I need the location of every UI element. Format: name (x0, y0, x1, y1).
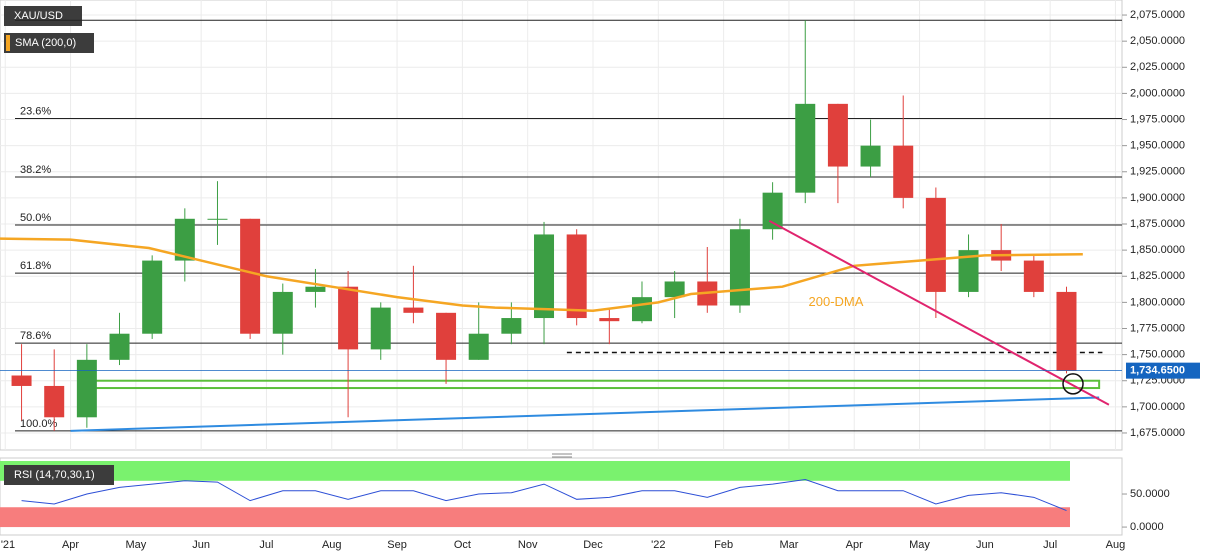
x-tick-label: Jun (192, 539, 210, 551)
candle-body (534, 234, 555, 319)
y-tick-label: 1,900.0000 (1130, 192, 1185, 204)
panel-resize-handle[interactable] (552, 453, 572, 458)
candle-body (468, 333, 489, 360)
y-tick-label: 1,800.0000 (1130, 296, 1185, 308)
x-tick-label: Jul (259, 539, 273, 551)
sma-line (0, 237, 1083, 312)
candle-body (240, 218, 261, 334)
rsi-label: RSI (14,70,30,1) (14, 469, 95, 481)
highlight-circle (1062, 373, 1084, 395)
candle-body (142, 260, 163, 334)
y-tick-label: 1,975.0000 (1130, 113, 1185, 125)
y-tick-label: 1,750.0000 (1130, 349, 1185, 361)
x-tick-label: Aug (322, 539, 342, 551)
candle-body (403, 307, 424, 313)
y-tick-label: 1,925.0000 (1130, 166, 1185, 178)
trendline (768, 219, 1110, 406)
rsi-box (4, 465, 114, 485)
x-tick-label: Apr (62, 539, 79, 551)
candle-body (958, 250, 979, 292)
candle-body (827, 103, 848, 167)
candle-body (795, 103, 816, 193)
y-tick-label: 1,675.0000 (1130, 427, 1185, 439)
candle-body (1056, 291, 1077, 371)
x-tick-label: Jun (976, 539, 994, 551)
overbought-band (0, 460, 1070, 481)
candle-body (566, 234, 587, 319)
x-tick-label: Jul (1043, 539, 1057, 551)
y-tick-label: 50.0000 (1130, 488, 1170, 500)
candle-body (729, 229, 750, 306)
x-tick-label: Sep (387, 539, 407, 551)
sma-swatch (6, 35, 10, 51)
fib-label: 78.6% (20, 330, 51, 342)
candle-body (11, 375, 32, 386)
x-tick-label: Aug (1106, 539, 1126, 551)
y-tick-label: 1,950.0000 (1130, 140, 1185, 152)
last-price-box (1126, 362, 1200, 379)
last-price-label: 1,734.6500 (1130, 365, 1185, 377)
candle-body (272, 291, 293, 334)
candle-body (893, 145, 914, 198)
y-tick-label: 1,825.0000 (1130, 270, 1185, 282)
sma-box (4, 33, 94, 53)
candle-body (207, 218, 228, 220)
candle-body (44, 385, 65, 418)
candle-body (370, 307, 391, 350)
candle-body (501, 318, 522, 334)
candle-body (338, 286, 359, 350)
candle-body (305, 286, 326, 292)
candle-body (76, 359, 97, 418)
symbol-box (4, 6, 82, 26)
candle-body (174, 218, 195, 261)
x-tick-label: May (909, 539, 930, 551)
fib-label: 50.0% (20, 212, 51, 224)
fib-label: 38.2% (20, 164, 51, 176)
x-tick-label: May (125, 539, 146, 551)
dma-label: 200-DMA (809, 294, 864, 309)
candle-body (109, 333, 130, 360)
y-tick-label: 2,050.0000 (1130, 35, 1185, 47)
y-tick-label: 2,025.0000 (1130, 61, 1185, 73)
legend-entry: SMA (200,0) (15, 37, 76, 49)
trendline (70, 396, 1100, 432)
fib-label: 100.0% (20, 418, 58, 430)
candle-body (860, 145, 881, 167)
candle-body (762, 192, 783, 230)
x-tick-label: Apr (846, 539, 863, 551)
y-tick-label: 1,700.0000 (1130, 401, 1185, 413)
candle-body (436, 312, 457, 360)
x-tick-label: Dec (583, 539, 603, 551)
candle-body (1023, 260, 1044, 292)
candle-body (631, 297, 652, 322)
x-tick-label: Mar (779, 539, 798, 551)
oversold-band (0, 507, 1070, 528)
y-tick-label: 0.0000 (1130, 521, 1164, 533)
y-tick-label: 2,000.0000 (1130, 87, 1185, 99)
y-tick-label: 1,775.0000 (1130, 322, 1185, 334)
symbol-label: XAU/USD (14, 10, 63, 22)
y-tick-label: 1,875.0000 (1130, 218, 1185, 230)
fib-label: 61.8% (20, 260, 51, 272)
x-tick-label: '21 (1, 539, 15, 551)
x-tick-label: Oct (454, 539, 471, 551)
x-tick-label: Feb (714, 539, 733, 551)
rsi-line (21, 478, 1067, 512)
y-tick-label: 2,075.0000 (1130, 9, 1185, 21)
y-tick-label: 1,850.0000 (1130, 244, 1185, 256)
candle-body (664, 281, 685, 298)
fib-label: 23.6% (20, 105, 51, 117)
candle-body (599, 318, 620, 322)
x-tick-label: '22 (651, 539, 665, 551)
x-tick-label: Nov (518, 539, 538, 551)
candle-body (925, 197, 946, 292)
